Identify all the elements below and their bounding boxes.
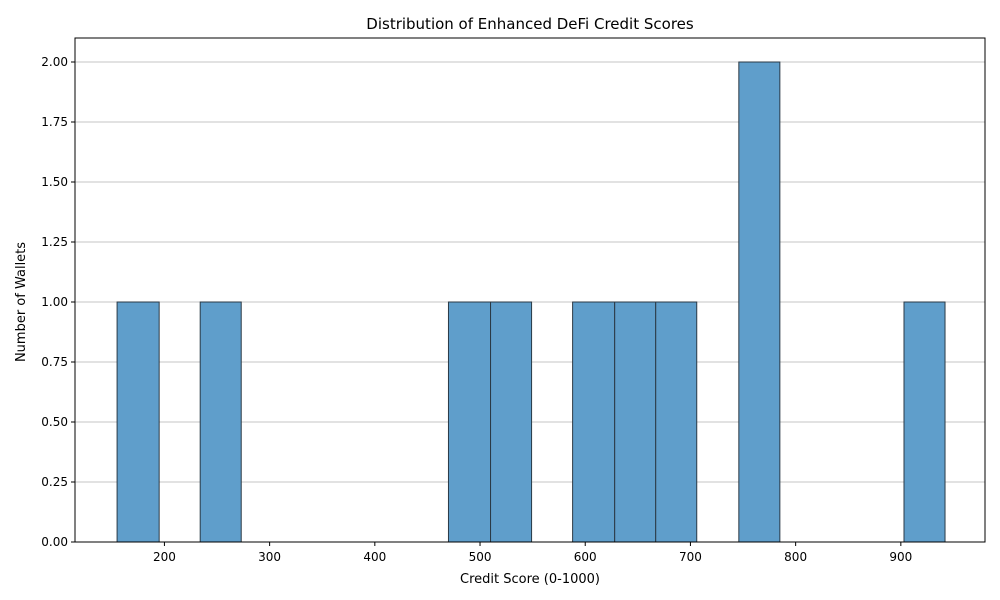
chart-title: Distribution of Enhanced DeFi Credit Sco… [366, 15, 694, 33]
histogram-bars [116, 61, 946, 543]
x-tick-label: 700 [679, 550, 702, 564]
x-tick-label: 400 [363, 550, 386, 564]
histogram-bar [572, 301, 616, 543]
x-tick-label: 500 [469, 550, 492, 564]
y-tick-label: 1.50 [41, 175, 68, 189]
y-axis-ticks: 0.00 0.25 0.50 0.75 1.00 1.25 1.50 1.75 2.00 [41, 55, 75, 549]
x-tick-label: 800 [784, 550, 807, 564]
histogram-bar [614, 301, 657, 543]
histogram-bar [903, 301, 946, 543]
y-tick-label: 0.00 [41, 535, 68, 549]
histogram-bar [199, 301, 242, 543]
x-tick-label: 200 [153, 550, 176, 564]
x-axis-label: Credit Score (0-1000) [460, 572, 600, 587]
y-tick-label: 0.25 [41, 475, 68, 489]
y-axis-label: Number of Wallets [14, 242, 29, 362]
histogram-bar [447, 301, 492, 543]
y-tick-label: 0.50 [41, 415, 68, 429]
histogram-bar [490, 301, 533, 543]
plot-frame [74, 37, 986, 543]
x-tick-label: 900 [889, 550, 912, 564]
x-tick-label: 300 [258, 550, 281, 564]
x-axis-ticks: 200 300 400 500 600 700 800 900 [153, 542, 912, 564]
y-tick-label: 2.00 [41, 55, 68, 69]
y-tick-label: 1.00 [41, 295, 68, 309]
y-tick-label: 1.25 [41, 235, 68, 249]
histogram-bar [738, 61, 781, 543]
histogram-bar [116, 301, 160, 543]
y-tick-label: 0.75 [41, 355, 68, 369]
y-tick-label: 1.75 [41, 115, 68, 129]
histogram-bar [655, 301, 698, 543]
x-tick-label: 600 [574, 550, 597, 564]
